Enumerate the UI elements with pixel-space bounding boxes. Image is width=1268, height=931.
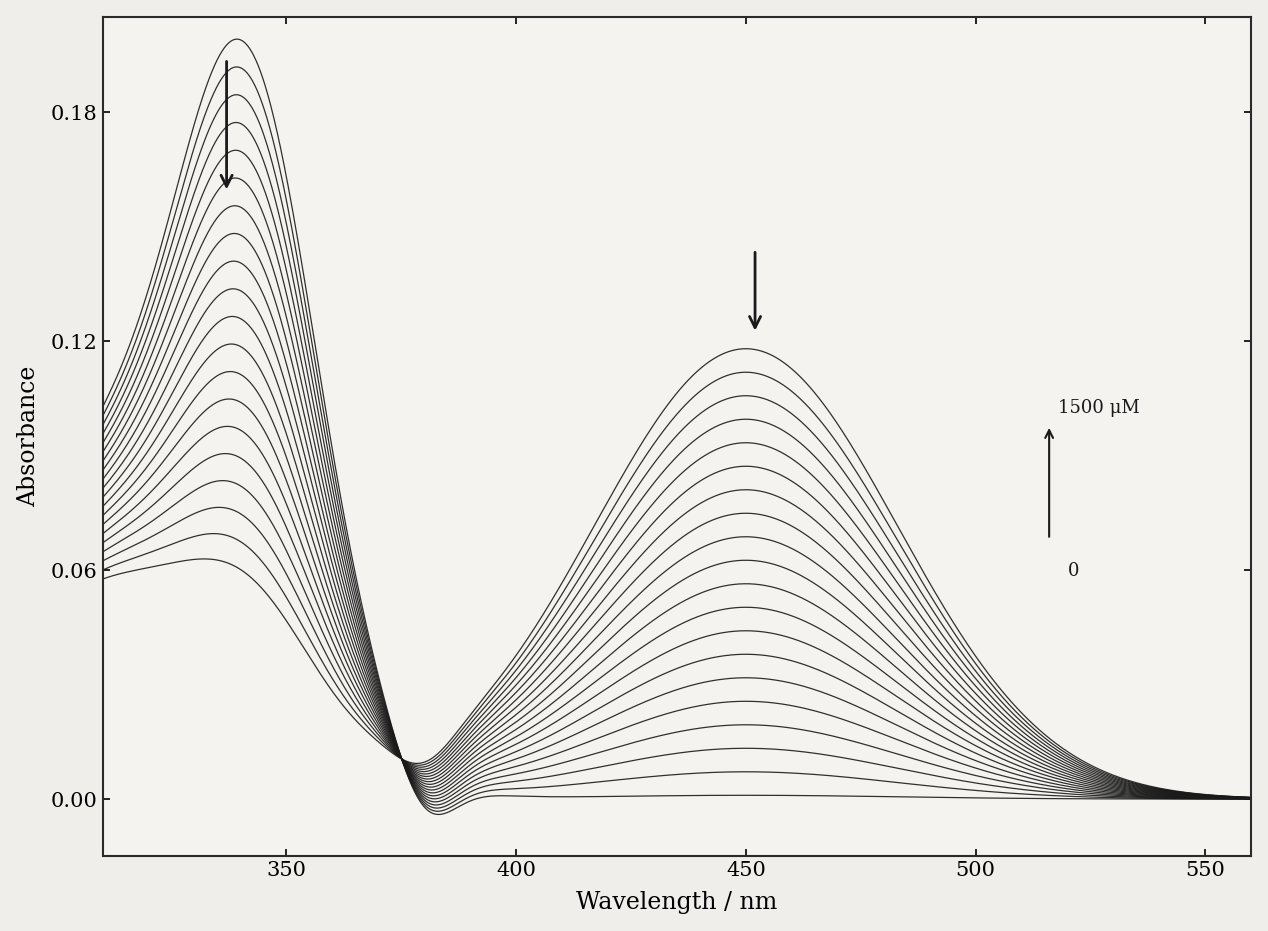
X-axis label: Wavelength / nm: Wavelength / nm bbox=[576, 891, 777, 914]
Text: 0: 0 bbox=[1068, 562, 1079, 580]
Text: 1500 μM: 1500 μM bbox=[1059, 399, 1140, 417]
Y-axis label: Absorbance: Absorbance bbox=[16, 366, 39, 507]
